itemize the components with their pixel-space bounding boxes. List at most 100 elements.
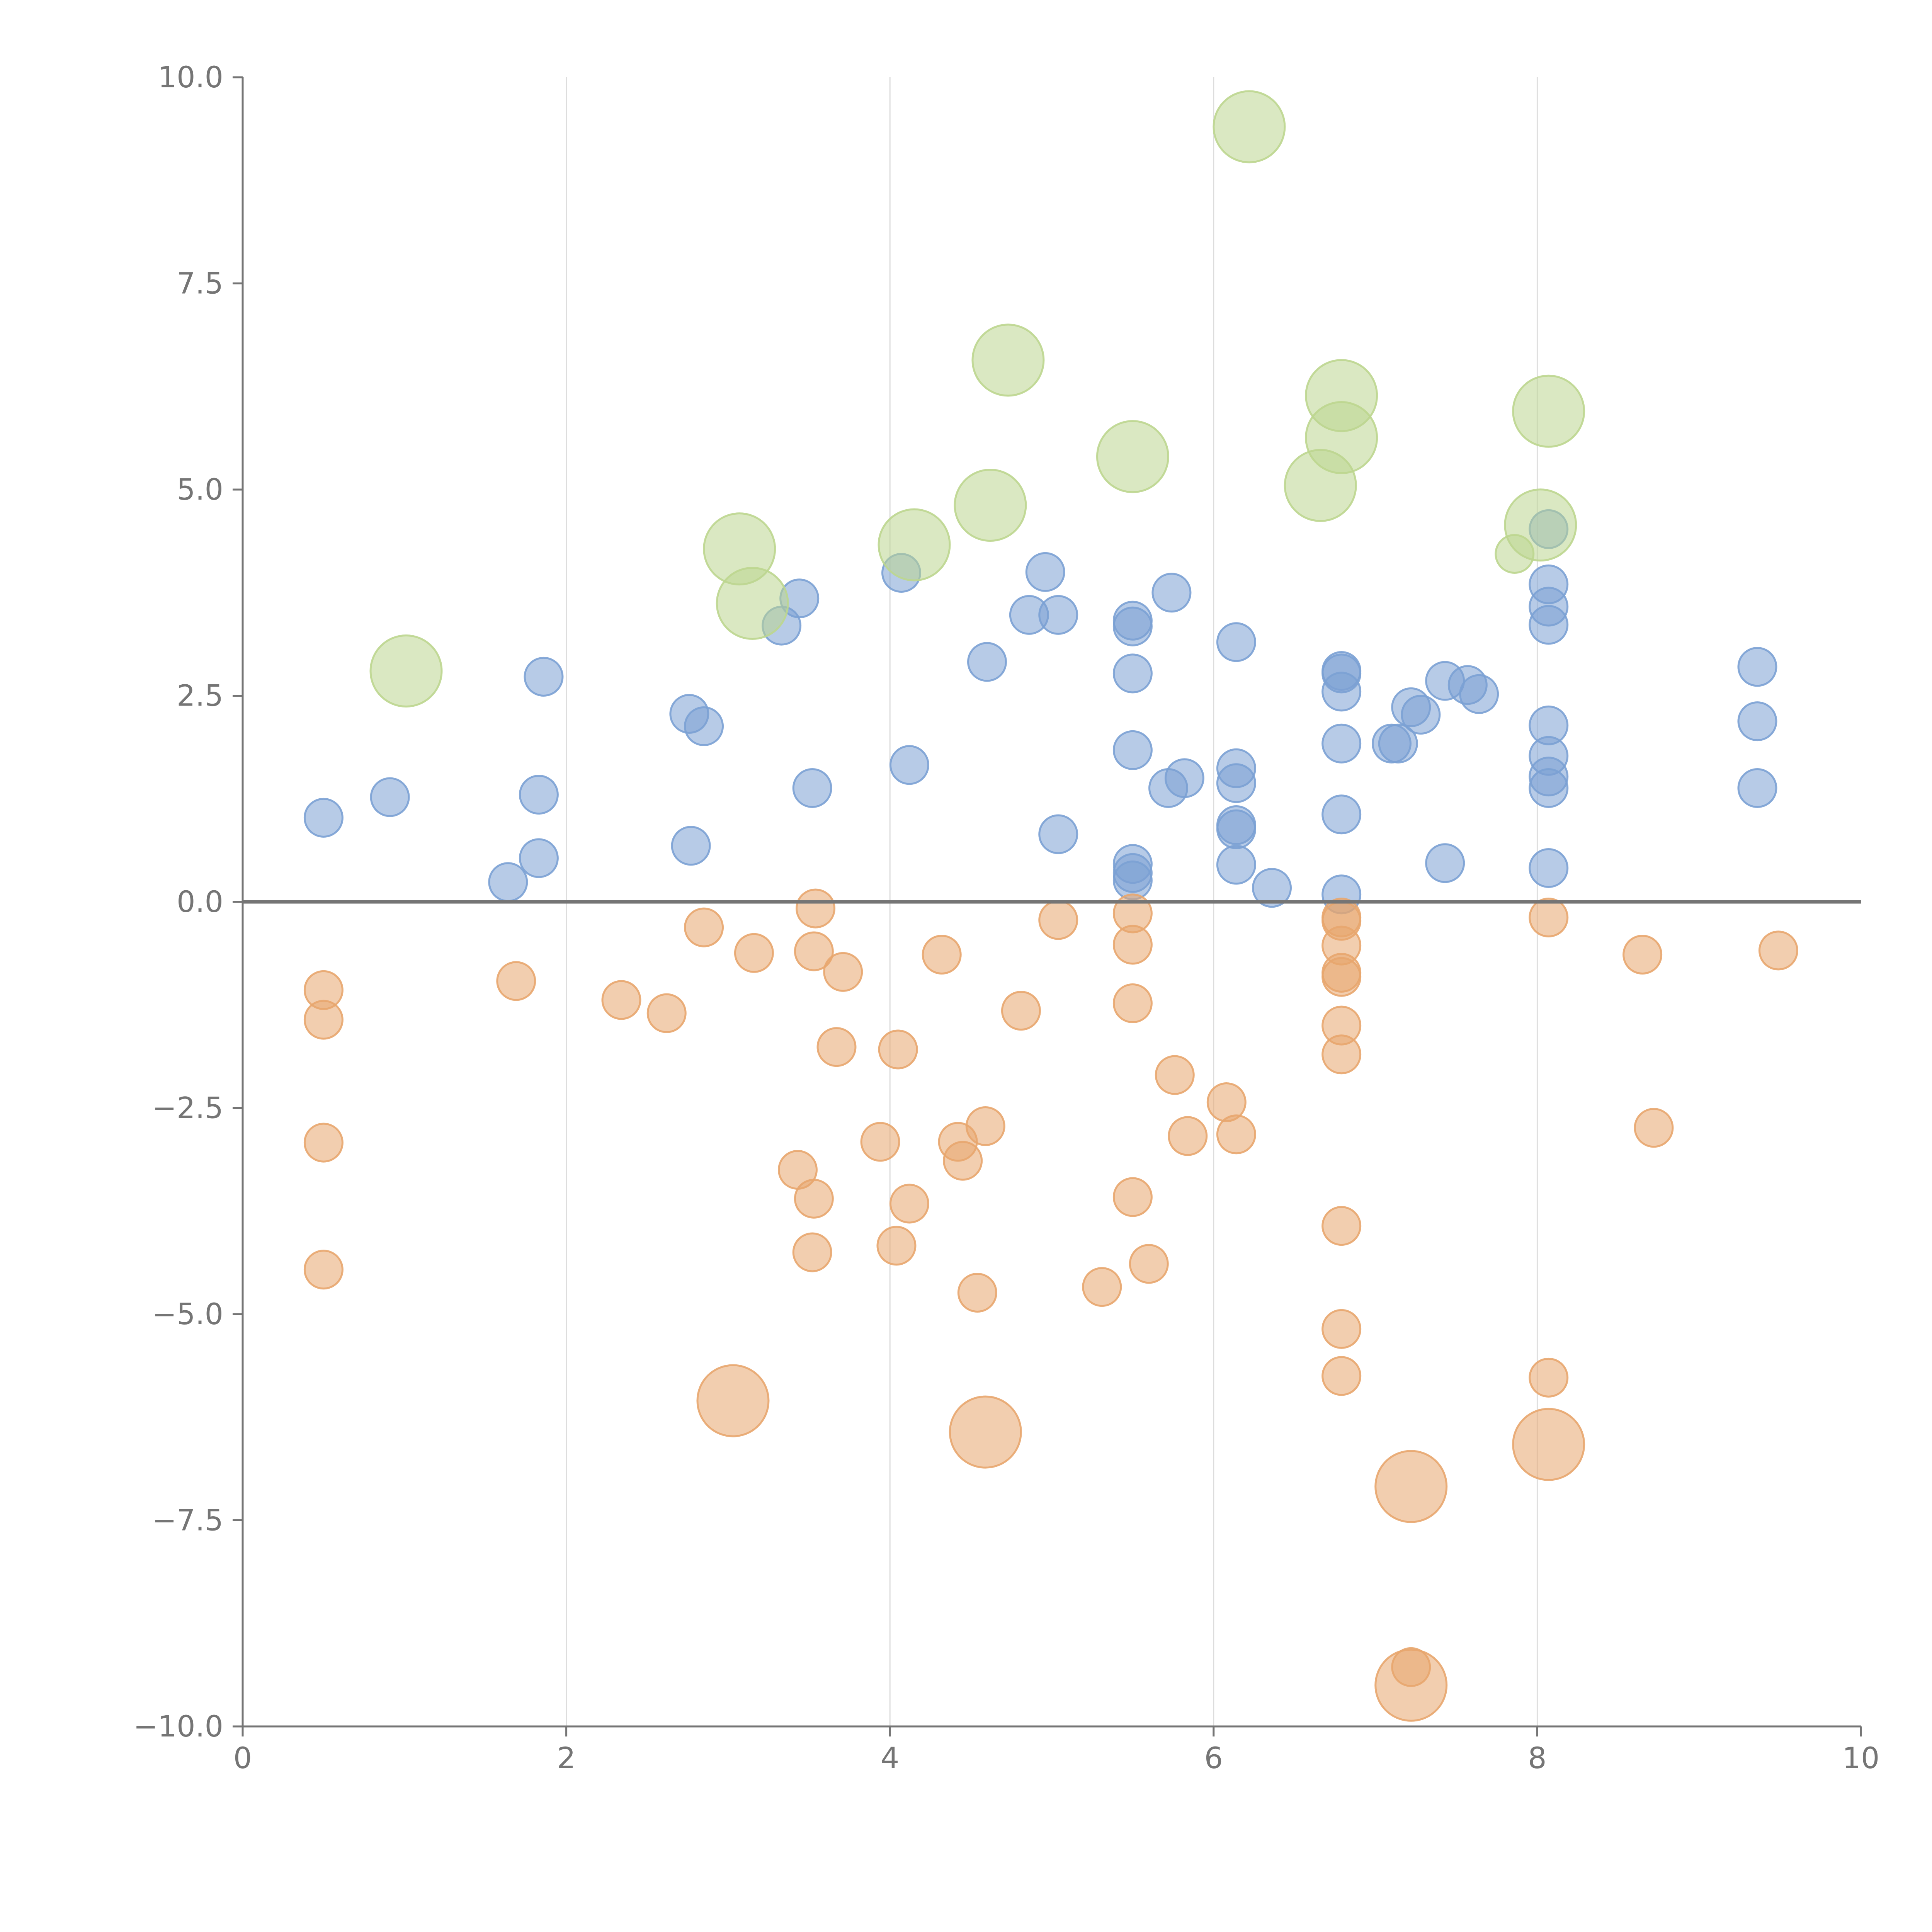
- bubble-point-blue: [1321, 794, 1362, 835]
- bubble-point-blue: [1025, 552, 1065, 592]
- bubble-point-blue: [1164, 758, 1204, 798]
- y-tick-label: 5.0: [177, 472, 223, 507]
- bubble-point-blue: [1216, 763, 1256, 803]
- y-tick-label: 0.0: [177, 884, 223, 919]
- bubble-point-orange: [1374, 1648, 1448, 1722]
- bubble-point-green: [1512, 374, 1585, 448]
- bubble-point-blue: [1737, 701, 1777, 742]
- bubble-point-orange: [1321, 1356, 1362, 1396]
- bubble-point-green: [716, 566, 789, 640]
- bubble-point-green: [1096, 420, 1169, 493]
- bubble-point-orange: [878, 1029, 918, 1070]
- bubble-point-blue: [1737, 647, 1777, 687]
- bubble-point-orange: [1512, 1408, 1585, 1481]
- bubble-point-orange: [303, 1000, 344, 1040]
- bubble-point-orange: [303, 1122, 344, 1163]
- bubble-point-green: [1495, 534, 1535, 574]
- bubble-point-blue: [1321, 672, 1362, 712]
- bubble-point-orange: [1112, 983, 1153, 1023]
- bubble-point-orange: [1321, 1206, 1362, 1246]
- bubble-point-orange: [601, 980, 641, 1020]
- bubble-point-orange: [1155, 1055, 1195, 1095]
- bubble-point-blue: [1529, 848, 1569, 888]
- bubble-point-orange: [1321, 957, 1362, 997]
- bubble-point-blue: [967, 642, 1007, 682]
- bubble-point-blue: [671, 826, 711, 866]
- bubble-point-green: [954, 469, 1027, 542]
- bubble-point-orange: [1634, 1108, 1674, 1148]
- bubble-point-orange: [794, 1179, 834, 1219]
- x-tick-label: 6: [1204, 1741, 1223, 1775]
- bubble-point-orange: [876, 1226, 917, 1266]
- bubble-point-blue: [488, 862, 528, 902]
- x-tick-label: 10: [1842, 1741, 1880, 1775]
- bubble-point-blue: [1112, 606, 1153, 646]
- bubble-point-blue: [1459, 674, 1499, 714]
- bubble-point-orange: [1529, 898, 1569, 938]
- bubble-point-orange: [796, 888, 836, 929]
- bubble-point-blue: [1737, 768, 1777, 808]
- data-points: [243, 90, 1861, 1722]
- bubble-point-orange: [922, 935, 962, 975]
- bubble-point-orange: [1038, 900, 1078, 940]
- x-tick-label: 4: [881, 1741, 899, 1775]
- bubble-point-blue: [524, 656, 564, 697]
- bubble-point-blue: [519, 775, 559, 815]
- y-tick-label: −5.0: [152, 1297, 223, 1331]
- bubble-point-orange: [696, 1364, 770, 1437]
- bubble-point-blue: [684, 706, 724, 746]
- bubble-point-orange: [957, 1273, 997, 1313]
- bubble-point-orange: [1758, 930, 1798, 971]
- bubble-point-orange: [943, 1141, 983, 1181]
- x-tick-label: 8: [1528, 1741, 1546, 1775]
- y-tick-label: 2.5: [177, 679, 223, 713]
- bubble-point-orange: [1129, 1244, 1169, 1284]
- bubble-point-blue: [1038, 595, 1078, 635]
- x-tick-label: 0: [233, 1741, 252, 1775]
- bubble-point-orange: [1168, 1116, 1208, 1156]
- y-tick-label: −7.5: [152, 1503, 223, 1537]
- bubble-point-orange: [965, 1106, 1005, 1146]
- bubble-point-orange: [1529, 1357, 1569, 1398]
- bubble-point-blue: [1112, 730, 1153, 770]
- bubble-point-orange: [1321, 1309, 1362, 1349]
- bubble-point-orange: [1001, 991, 1041, 1031]
- bubble-point-orange: [1216, 1114, 1256, 1155]
- bubble-point-blue: [519, 838, 559, 878]
- bubble-point-green: [1213, 90, 1286, 163]
- bubble-point-green: [369, 634, 443, 707]
- bubble-point-orange: [792, 1232, 832, 1272]
- bubble-point-blue: [1529, 605, 1569, 645]
- bubble-point-blue: [1216, 809, 1256, 849]
- bubble-point-orange: [949, 1395, 1022, 1469]
- bubble-point-blue: [1252, 868, 1292, 908]
- y-tick-label: −10.0: [133, 1709, 223, 1743]
- x-tick-label: 2: [557, 1741, 575, 1775]
- bubble-point-green: [1305, 401, 1378, 474]
- bubble-point-blue: [1216, 622, 1256, 662]
- bubble-point-blue: [1378, 723, 1418, 764]
- axes: 10.0 7.5 5.0 2.5 0.0 −2.5 −5.0 −7.5 −10.0 0 2 4 6 8 10: [133, 60, 1879, 1775]
- bubble-point-green: [971, 323, 1045, 397]
- bubble-point-blue: [1151, 573, 1192, 613]
- bubble-point-blue: [370, 777, 410, 817]
- y-tick-label: −2.5: [152, 1091, 223, 1125]
- bubble-point-orange: [496, 961, 536, 1001]
- bubble-point-orange: [646, 993, 687, 1033]
- y-tick-label: 7.5: [177, 266, 223, 301]
- bubble-point-blue: [1529, 768, 1569, 808]
- y-tick-label: 10.0: [158, 60, 223, 94]
- bubble-point-blue: [1425, 843, 1465, 883]
- bubble-point-blue: [1038, 814, 1078, 854]
- bubble-point-orange: [734, 933, 774, 973]
- bubble-point-orange: [1374, 1450, 1448, 1523]
- bubble-point-orange: [1112, 925, 1153, 965]
- bubble-point-green: [878, 508, 951, 582]
- bubble-point-orange: [860, 1122, 900, 1162]
- bubble-point-blue: [303, 798, 344, 838]
- bubble-point-orange: [684, 907, 724, 947]
- bubble-point-orange: [823, 952, 863, 992]
- bubble-point-blue: [792, 768, 832, 808]
- bubble-point-orange: [889, 1184, 929, 1224]
